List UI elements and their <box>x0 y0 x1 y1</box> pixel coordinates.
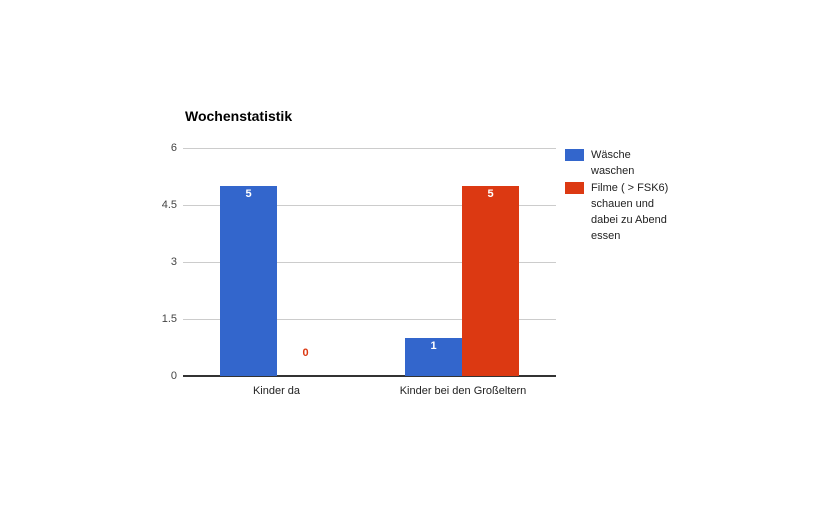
bar-value-label: 1 <box>430 340 437 352</box>
gridline-4-5 <box>183 205 556 206</box>
y-tick-label-3: 3 <box>170 256 177 268</box>
x-category-label-grosseltern: Kinder bei den Großeltern <box>399 385 527 397</box>
y-tick-label-6: 6 <box>170 142 177 154</box>
legend-label: Wäsche waschen <box>591 149 635 177</box>
bar-waesche-waschen-grosseltern[interactable] <box>405 338 462 376</box>
bar-value-label: 5 <box>245 188 252 200</box>
legend-swatch-blue <box>565 149 584 161</box>
y-tick-label-0: 0 <box>170 370 177 382</box>
y-tick-label-4-5: 4.5 <box>161 199 177 211</box>
legend-label: Filme ( > FSK6) schauen und dabei zu Abe… <box>591 182 669 242</box>
x-category-label-kinder-da: Kinder da <box>252 385 301 397</box>
legend: Wäsche waschen Filme ( > FSK6) schauen u… <box>565 147 695 245</box>
gridline-3 <box>183 262 556 263</box>
chart-title: Wochenstatistik <box>185 108 293 124</box>
y-tick-label-1-5: 1.5 <box>161 313 177 325</box>
x-axis-baseline <box>183 375 556 377</box>
gridline-1-5 <box>183 319 556 320</box>
legend-item-filme[interactable]: Filme ( > FSK6) schauen und dabei zu Abe… <box>565 180 695 244</box>
legend-item-waesche-waschen[interactable]: Wäsche waschen <box>565 147 695 179</box>
bar-filme-grosseltern[interactable] <box>462 186 519 376</box>
bar-value-label-zero: 0 <box>302 347 309 359</box>
bar-value-label: 5 <box>487 188 494 200</box>
legend-swatch-red <box>565 182 584 194</box>
gridline-6 <box>183 148 556 149</box>
bar-waesche-waschen-kinder-da[interactable] <box>220 186 277 376</box>
